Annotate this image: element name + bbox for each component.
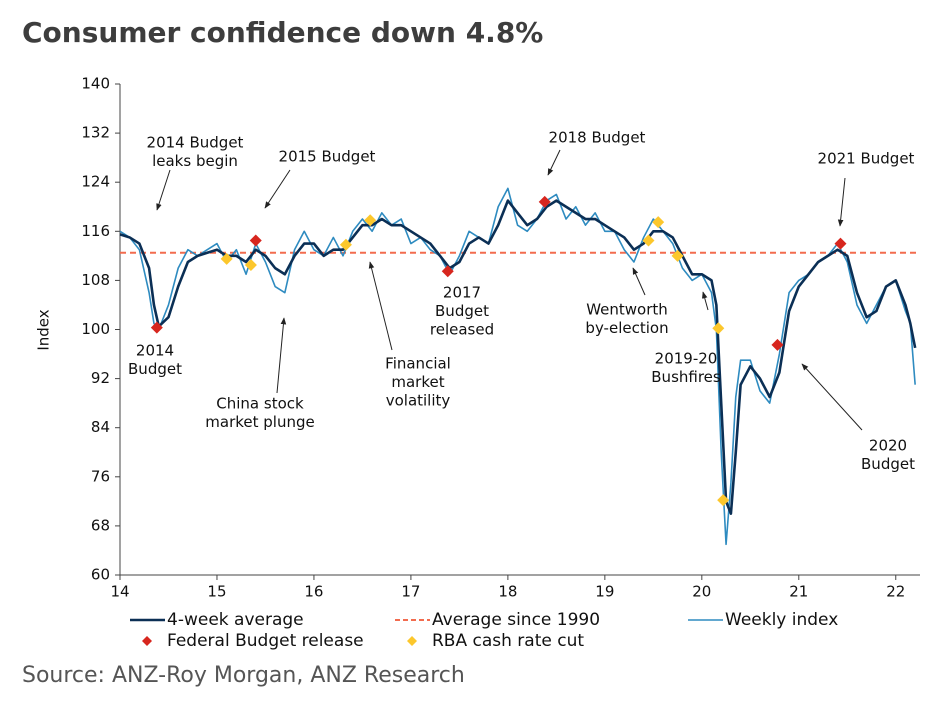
- annotation: Wentworth: [586, 301, 668, 319]
- annotation-arrow: [156, 169, 171, 211]
- annotation-arrow: [701, 291, 709, 311]
- legend-marker: [142, 636, 152, 646]
- y-tick-label: 92: [91, 369, 110, 387]
- annotation: Budget: [435, 302, 489, 320]
- legend-label: Average since 1990: [432, 610, 600, 630]
- y-tick-label: 84: [91, 418, 110, 436]
- annotation: Budget: [128, 360, 182, 378]
- annotation: leaks begin: [152, 152, 238, 170]
- y-tick-label: 124: [81, 173, 110, 191]
- annotation: 2020: [869, 437, 907, 455]
- annotation: 2014: [136, 342, 174, 360]
- x-tick-label: 19: [595, 583, 614, 601]
- marker: [717, 494, 730, 507]
- marker: [150, 321, 163, 334]
- y-tick-label: 68: [91, 516, 110, 534]
- series-line: [119, 199, 917, 515]
- annotation: 2015 Budget: [279, 148, 376, 166]
- annotation-arrow: [837, 177, 846, 227]
- marker: [364, 214, 377, 227]
- annotation-arrow: [264, 169, 291, 209]
- marker: [712, 322, 725, 335]
- y-axis-label: Index: [35, 309, 53, 350]
- series-line: [119, 187, 916, 546]
- annotation: market plunge: [205, 413, 314, 431]
- annotation: volatility: [386, 392, 451, 410]
- marker: [771, 338, 784, 351]
- x-tick-label: 20: [692, 583, 711, 601]
- x-tick-label: 14: [110, 583, 129, 601]
- x-tick-label: 21: [789, 583, 808, 601]
- y-tick-label: 140: [81, 75, 110, 93]
- marker: [834, 237, 847, 250]
- legend-marker: [407, 636, 417, 646]
- marker: [441, 265, 454, 278]
- y-tick-label: 76: [91, 467, 110, 485]
- marker: [249, 234, 262, 247]
- chart-title: Consumer confidence down 4.8%: [22, 16, 543, 49]
- y-tick-label: 108: [81, 271, 110, 289]
- annotation: 2017: [443, 284, 481, 302]
- x-tick-label: 15: [207, 583, 226, 601]
- annotation-arrow: [368, 261, 393, 351]
- annotation-arrow: [547, 149, 561, 176]
- y-tick-label: 132: [81, 124, 110, 142]
- legend-label: Federal Budget release: [167, 631, 364, 651]
- source: Source: ANZ-Roy Morgan, ANZ Research: [22, 663, 465, 688]
- x-tick-label: 17: [401, 583, 420, 601]
- x-tick-label: 16: [304, 583, 323, 601]
- marker: [538, 195, 551, 208]
- legend-label: Weekly index: [725, 610, 838, 630]
- marker: [671, 249, 684, 262]
- annotation-arrow: [801, 363, 863, 431]
- annotation: by-election: [585, 319, 668, 337]
- annotation: Financial: [385, 355, 451, 373]
- marker: [652, 216, 665, 229]
- legend-label: RBA cash rate cut: [432, 631, 584, 651]
- marker: [339, 238, 352, 251]
- annotation: 2014 Budget: [147, 134, 244, 152]
- y-tick-label: 116: [81, 222, 110, 240]
- marker: [642, 234, 655, 247]
- annotation: 2019-20: [655, 350, 718, 368]
- annotation: released: [430, 321, 494, 339]
- annotation: Bushfires: [651, 368, 721, 386]
- annotation-arrow: [276, 317, 287, 394]
- y-tick-label: 100: [81, 320, 110, 338]
- annotation-arrow: [632, 267, 646, 296]
- annotation: market: [391, 373, 444, 391]
- annotation: Budget: [861, 455, 915, 473]
- y-tick-label: 60: [91, 566, 110, 584]
- x-tick-label: 18: [498, 583, 517, 601]
- annotation: 2018 Budget: [549, 129, 646, 147]
- marker: [244, 259, 257, 272]
- annotation: 2021 Budget: [818, 150, 915, 168]
- legend-label: 4-week average: [167, 610, 304, 630]
- annotation: China stock: [216, 395, 304, 413]
- marker: [220, 252, 233, 265]
- x-tick-label: 22: [886, 583, 905, 601]
